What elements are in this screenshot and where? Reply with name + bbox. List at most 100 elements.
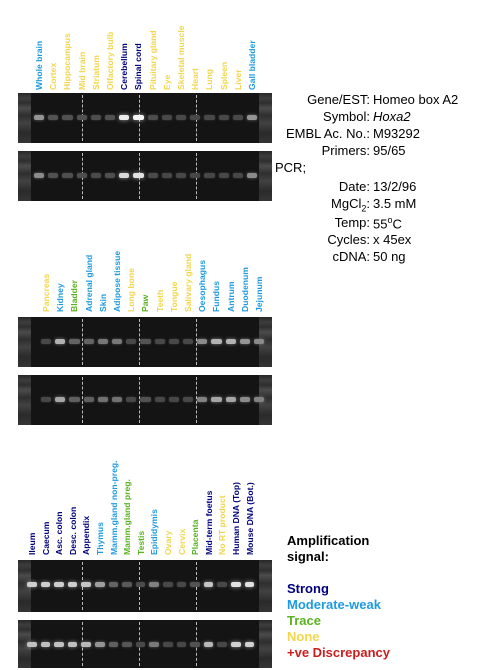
gel-band <box>62 115 73 120</box>
lane-label: Testis <box>134 440 148 555</box>
gel-band <box>122 642 132 647</box>
lane-label-text: No RT product <box>217 495 228 555</box>
lane-label-text: Hippocampus <box>62 33 73 90</box>
gel-band <box>48 173 59 178</box>
gel-band <box>190 582 200 587</box>
lane-label: Mid brain <box>75 0 89 90</box>
gel-band <box>190 115 201 120</box>
gel-band <box>197 339 208 344</box>
lane-label: Skeletal muscle <box>174 0 188 91</box>
lane-label: Pituitary gland <box>146 0 160 90</box>
gel-band <box>133 173 144 178</box>
panel-1: Whole brain Cortex Hippocampus Mid brain Str… <box>18 0 272 230</box>
gel-band <box>55 339 66 344</box>
lane-label-text: Lung <box>204 69 215 90</box>
lane-label: No RT product <box>215 440 229 555</box>
lane-label-text: Epididymis <box>149 509 160 555</box>
gel-band <box>247 115 258 120</box>
lane-label-text: Mamm.gland non-preg. <box>108 460 119 555</box>
lane-label: Pancreas <box>39 230 53 312</box>
lane-label: Epididymis <box>147 440 161 555</box>
gel-band <box>48 115 59 120</box>
gel-band <box>81 642 91 647</box>
gel-band <box>176 582 187 587</box>
gel-band <box>135 642 146 647</box>
lane-label: Adipose tissue <box>110 230 124 312</box>
panel-1-gel-bottom <box>18 151 272 201</box>
lane-label-text: Testis <box>135 530 146 555</box>
gel-band <box>232 115 243 120</box>
lane-label-text: Skin <box>97 293 108 312</box>
lane-label-text: Spinal cord <box>133 43 144 90</box>
cycles-key: Cycles: <box>327 232 370 247</box>
gel-band <box>225 339 236 344</box>
gel-band <box>149 642 159 647</box>
lane-label: Adrenal gland <box>82 230 96 312</box>
temp-value: 55oC <box>373 215 402 232</box>
gel-band <box>154 397 165 402</box>
gel-band <box>217 642 227 647</box>
lane-label: Cervix <box>175 440 189 555</box>
gel-band <box>147 173 158 178</box>
gel-band <box>119 115 130 120</box>
primers-key: Primers: <box>321 143 370 158</box>
gel-band <box>27 582 37 587</box>
lane-label: Salivary gland <box>181 230 195 312</box>
size-ladder <box>259 375 272 425</box>
lane-label-text: Antrum <box>225 281 236 312</box>
lane-label-text: Mamm.gland preg. <box>122 479 133 555</box>
lane-label: Thymus <box>93 440 107 555</box>
legend-trace: Trace <box>287 613 321 628</box>
gel-band <box>54 582 64 587</box>
panel-3-gel-top <box>18 560 272 612</box>
gel-band <box>135 582 146 587</box>
gel-band <box>95 642 105 647</box>
gel-band <box>41 339 52 344</box>
gel-band <box>97 339 108 344</box>
gel-band <box>40 642 51 647</box>
lane-label-text: Desc. colon <box>67 506 78 555</box>
lane-label: Heart <box>188 0 202 90</box>
gel-band <box>232 173 243 178</box>
lane-label: Olfactory bulb <box>103 0 117 90</box>
gel-band <box>140 397 151 402</box>
lane-label-text: Pancreas <box>41 273 51 312</box>
gel-band <box>105 173 116 178</box>
lane-label: Mamm.gland preg. <box>120 440 134 555</box>
lane-label-text: Long bone <box>126 268 137 312</box>
lane-label-text: Adipose tissue <box>112 250 122 312</box>
gel-band <box>244 582 255 587</box>
lane-label: Asc. colon <box>52 440 66 555</box>
gel-band <box>83 397 94 402</box>
lane-label-text: Spleen <box>218 61 229 90</box>
gel-band <box>41 397 52 402</box>
gel-band <box>62 173 73 178</box>
lane-label-text: Caecum <box>40 521 51 555</box>
gel-band <box>244 642 255 647</box>
gene-key: Gene/EST: <box>307 92 370 107</box>
lane-divider <box>196 319 197 365</box>
lane-label-text: Skeletal muscle <box>176 25 186 91</box>
lane-label: Bladder <box>67 230 81 312</box>
gel-band <box>90 173 101 178</box>
panel-1-labels: Whole brain Cortex Hippocampus Mid brain Str… <box>18 0 272 91</box>
size-ladder <box>18 560 31 612</box>
lane-label: Desc. colon <box>66 440 80 555</box>
lane-label: Oesophagus <box>195 230 209 312</box>
gel-band <box>163 582 173 587</box>
lane-label-text: Mid brain <box>76 51 87 90</box>
gel-band <box>108 642 119 647</box>
gel-band <box>76 173 87 178</box>
lane-label-text: Cerebellum <box>119 43 130 90</box>
lane-label: Caecum <box>39 440 53 555</box>
gel-band <box>34 115 45 120</box>
lane-label-text: Jejunum <box>254 276 264 312</box>
panel-3-gel-bottom <box>18 620 272 668</box>
size-ladder <box>259 93 272 143</box>
gel-band <box>254 339 265 344</box>
mgcl-subscript: 2 <box>361 203 367 214</box>
panel-1-gel-top <box>18 93 272 143</box>
legend-moderate: Moderate-weak <box>287 597 381 612</box>
gel-band <box>225 397 236 402</box>
panel-2: Pancreas Kidney Bladder Adrenal gland Skin Ad… <box>18 230 272 430</box>
